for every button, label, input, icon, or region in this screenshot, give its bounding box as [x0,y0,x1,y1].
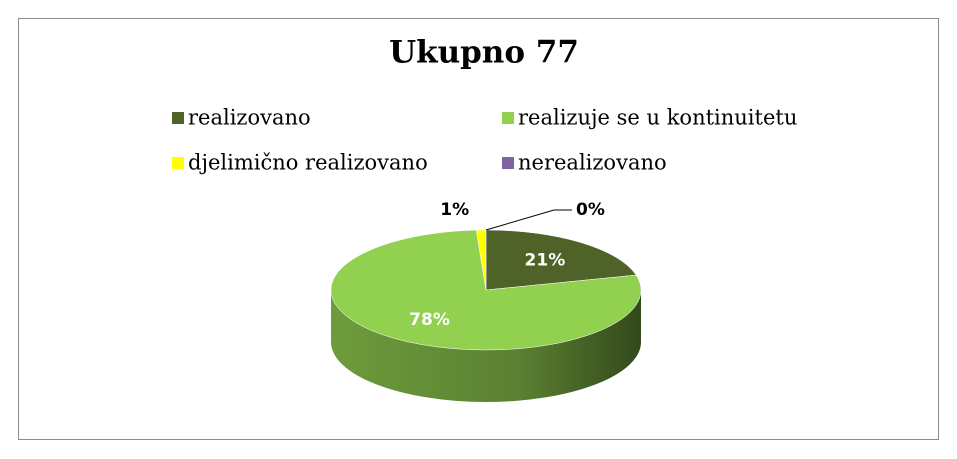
data-label: 0% [576,200,605,220]
legend-label: realizuje se u kontinuitetu [518,106,797,130]
data-label: 1% [440,200,469,220]
pie-slice [475,229,487,291]
legend-swatch [172,112,184,124]
leader-line [485,209,572,231]
legend-swatch [502,112,514,124]
pie-slice [485,229,637,291]
data-label: 21% [525,251,566,271]
legend-label: realizovano [188,106,311,130]
data-label: 78% [409,310,450,330]
pie-side [331,290,641,402]
chart-title: Ukupno 77 [389,35,579,71]
legend-swatch [172,157,184,169]
legend-label: djelimično realizovano [188,151,428,175]
legend-label: nerealizovano [518,151,667,175]
pie-slice [330,229,642,351]
legend-swatch [502,157,514,169]
